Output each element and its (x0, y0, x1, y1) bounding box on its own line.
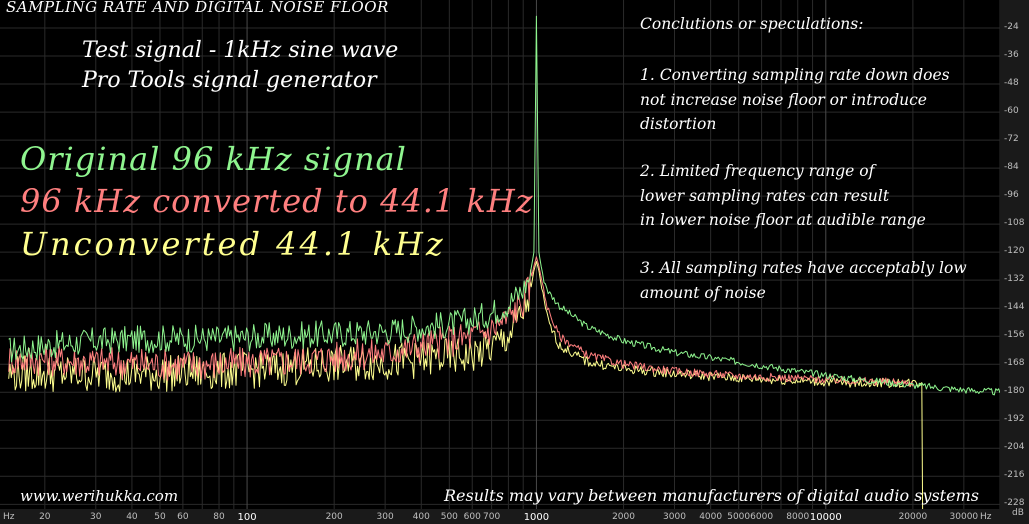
y-tick-label: -156 (1004, 330, 1025, 341)
legend-unconverted-44khz: Unconverted 44.1 kHz (20, 225, 446, 263)
x-tick-label: 4000 (699, 512, 723, 522)
y-tick-label: -24 (1004, 22, 1019, 33)
x-unit-left: Hz (3, 512, 15, 522)
y-tick-label: -168 (1004, 358, 1025, 369)
y-tick-label: -144 (1004, 302, 1025, 313)
x-tick-label: 20000 (898, 512, 928, 522)
x-tick-label: 600 (463, 512, 481, 522)
x-axis-strip (0, 509, 1029, 524)
x-tick-label: 20 (39, 512, 51, 522)
x-tick-label: 8000 (786, 512, 810, 522)
subtitle-line-1: Test signal - 1kHz sine wave (82, 38, 399, 63)
x-tick-label: 2000 (612, 512, 635, 522)
note-2-line-2: lower sampling rates can result (640, 186, 890, 205)
disclaimer-text: Results may vary between manufacturers o… (444, 486, 979, 505)
y-tick-label: -60 (1004, 106, 1019, 117)
x-tick-label: 30 (90, 512, 102, 522)
y-tick-label: -48 (1004, 78, 1019, 89)
y-tick-label: -228 (1004, 498, 1025, 509)
x-unit-right: Hz (980, 512, 992, 522)
note-1: 1. Converting sampling rate down does no… (640, 63, 1000, 137)
series-group (8, 15, 1001, 510)
x-tick-label: 300 (376, 512, 394, 522)
y-tick-label: -204 (1004, 442, 1025, 453)
x-tick-label: 5000 (727, 512, 751, 522)
legend-original-96khz: Original 96 kHz signal (20, 140, 407, 178)
y-axis-strip (1000, 0, 1029, 509)
y-tick-label: -216 (1004, 470, 1025, 481)
note-3-line-1: 3. All sampling rates have acceptably lo… (640, 259, 967, 277)
note-3: 3. All sampling rates have acceptably lo… (640, 256, 1000, 305)
series-line-1 (8, 256, 914, 387)
series-line-0 (8, 15, 1001, 396)
y-tick-label: -72 (1004, 134, 1019, 145)
note-2-line-3: in lower noise floor at audible range (640, 211, 926, 229)
x-tick-label: 100 (237, 512, 257, 523)
x-tick-label: 50 (154, 512, 166, 522)
x-tick-label: 400 (412, 512, 430, 522)
note-3-line-2: amount of noise (640, 283, 766, 302)
y-tick-label: -180 (1004, 386, 1025, 397)
chart-title: SAMPLING RATE AND DIGITAL NOISE FLOOR (6, 0, 389, 16)
y-tick-label: -84 (1004, 162, 1019, 173)
note-2: 2. Limited frequency range of lower samp… (640, 159, 1000, 233)
x-tick-label: 60 (177, 512, 189, 522)
y-unit-label: dB (1012, 508, 1024, 518)
y-tick-label: -192 (1004, 414, 1025, 425)
grid (0, 0, 1001, 509)
x-tick-label: 1000 (523, 512, 550, 523)
note-1-line-3: distortion (640, 115, 717, 133)
y-tick-label: -36 (1004, 50, 1019, 61)
y-tick-label: -120 (1004, 246, 1025, 257)
x-tick-label: 80 (213, 512, 225, 522)
conclusions-heading: Conclutions or speculations: (640, 15, 864, 33)
x-tick-label: 700 (483, 512, 501, 522)
x-tick-label: 3000 (663, 512, 686, 522)
y-tick-label: -96 (1004, 190, 1019, 201)
x-tick-label: 40 (126, 512, 138, 522)
y-tick-label: -132 (1004, 274, 1025, 285)
note-2-line-1: 2. Limited frequency range of (640, 162, 875, 180)
x-tick-label: 200 (325, 512, 343, 522)
x-tick-label: 10000 (809, 512, 842, 523)
note-1-line-2: not increase noise floor or introduce (640, 90, 927, 109)
x-tick-label: 500 (440, 512, 458, 522)
legend-converted-44khz: 96 kHz converted to 44.1 kHz (20, 182, 534, 220)
x-tick-label: 30000 (949, 512, 979, 522)
note-1-line-1: 1. Converting sampling rate down does (640, 66, 950, 84)
website-credit: www.werihukka.com (20, 487, 179, 505)
y-tick-label: -108 (1004, 218, 1025, 229)
subtitle-line-2: Pro Tools signal generator (82, 68, 377, 93)
x-tick-label: 6000 (750, 512, 774, 522)
